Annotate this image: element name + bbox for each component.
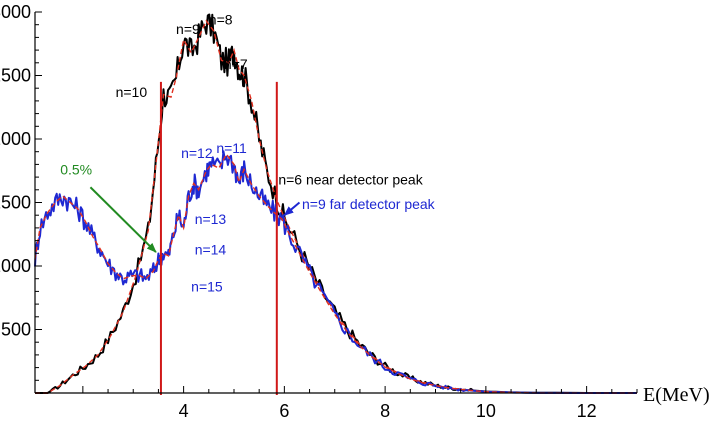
- annotation-label: 0.5%: [60, 162, 92, 178]
- y-tick-label: 1000: [0, 256, 31, 276]
- annotation-label: n=14: [195, 242, 227, 258]
- x-tick-label: 12: [577, 401, 597, 421]
- annotation-label: n=9 far detector peak: [302, 196, 436, 212]
- x-tick-label: 8: [380, 401, 390, 421]
- y-tick-label: 2000: [0, 129, 31, 149]
- x-tick-label: 4: [179, 401, 189, 421]
- x-tick-label: 6: [279, 401, 289, 421]
- y-tick-label: 3000: [0, 2, 31, 22]
- annotation-label: n=7: [224, 56, 248, 72]
- y-tick-label: 500: [1, 320, 31, 340]
- x-axis-title: E(MeV): [643, 384, 710, 406]
- annotation-label: n=11: [216, 140, 247, 156]
- annotation-arrow: [89, 186, 157, 253]
- annotation-arrow: [283, 201, 301, 216]
- annotation-label: n=13: [195, 211, 227, 227]
- annotation-label: n=15: [191, 278, 223, 294]
- annotation-label: n=10: [116, 84, 148, 100]
- y-tick-label: 1500: [0, 193, 31, 213]
- annotation-label: n=9: [176, 21, 200, 37]
- far-detector-series-line: [34, 150, 637, 394]
- far-detector-fit-line: [34, 152, 637, 394]
- annotation-label: n=8: [209, 12, 233, 28]
- x-tick-label: 10: [476, 401, 496, 421]
- annotation-label: n=12: [181, 145, 213, 161]
- annotation-label: n=6 near detector peak: [278, 172, 423, 188]
